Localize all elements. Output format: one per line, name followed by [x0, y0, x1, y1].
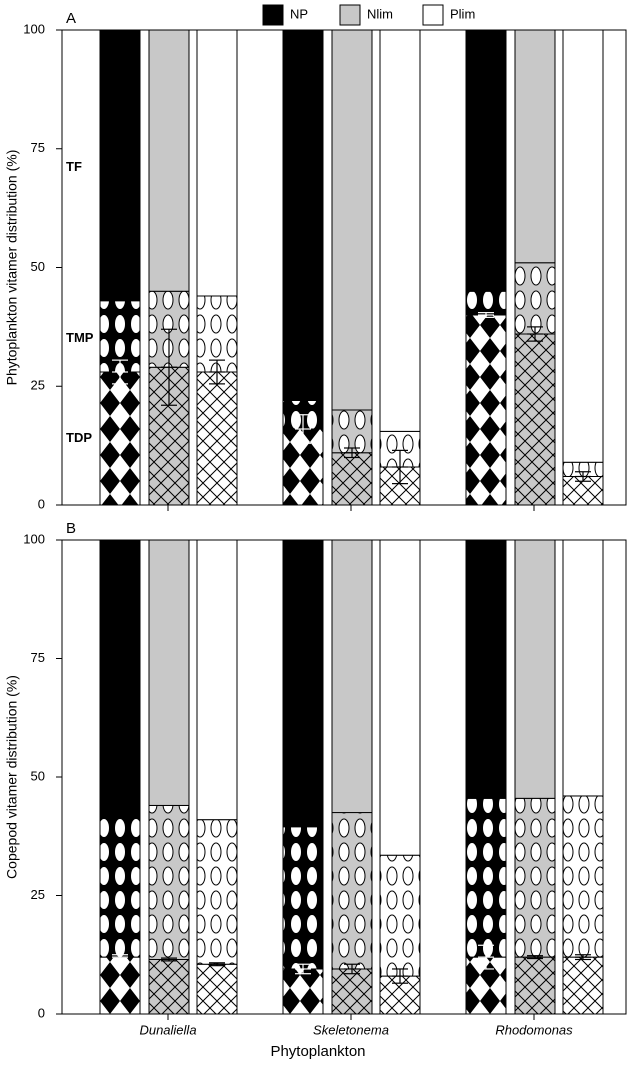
legend-swatch [339, 4, 361, 26]
x-tick-label: Rhodomonas [495, 1022, 573, 1037]
error-bar [527, 955, 543, 960]
error-bar [161, 328, 177, 406]
x-axis-title: Phytoplankton [270, 1043, 365, 1060]
y-tick-label: 100 [23, 21, 45, 36]
bar-segment [282, 826, 324, 970]
bar-segment [99, 812, 141, 958]
bar-segment [196, 295, 238, 373]
bar-segment [148, 958, 190, 1015]
error-bar [575, 954, 591, 961]
error-bar [295, 963, 311, 975]
error-bar [527, 326, 543, 342]
bar-segment [379, 29, 421, 432]
bar-segment [514, 956, 556, 1015]
legend-label: NP [290, 6, 308, 21]
bar-segment [562, 795, 604, 958]
bar-segment [331, 539, 373, 814]
legend-swatch [262, 4, 284, 26]
y-tick-label: 50 [31, 259, 45, 274]
bar-segment [465, 29, 507, 292]
bar-segment [562, 476, 604, 506]
bar-segment [514, 29, 556, 264]
error-bar [112, 954, 128, 961]
error-bar [392, 449, 408, 485]
bar-segment [465, 797, 507, 958]
bar-segment [514, 333, 556, 506]
bar-segment [148, 804, 190, 960]
x-tick-label: Dunaliella [139, 1022, 196, 1037]
bar-segment [99, 956, 141, 1015]
layer-label: TF [66, 159, 82, 174]
legend-label: Nlim [367, 6, 393, 21]
error-bar [161, 957, 177, 962]
error-bar [344, 447, 360, 459]
bar-segment [514, 539, 556, 799]
bar-segment [331, 968, 373, 1015]
bar-segment [514, 797, 556, 958]
bar-segment [331, 29, 373, 411]
bar-segment [282, 539, 324, 828]
bar-segment [465, 314, 507, 506]
y-axis-title: Copepod vitamer distribution (%) [4, 675, 20, 879]
error-bar [392, 968, 408, 984]
legend-label: Plim [450, 6, 475, 21]
y-tick-label: 100 [23, 531, 45, 546]
panel-label: A [66, 10, 76, 27]
error-bar [295, 414, 311, 444]
bar-segment [148, 539, 190, 806]
panel-label: B [66, 520, 76, 537]
bar-segment [331, 452, 373, 506]
bar-segment [99, 371, 141, 506]
bar-segment [99, 539, 141, 814]
bar-segment [514, 262, 556, 335]
error-bar [478, 312, 494, 318]
y-tick-label: 50 [31, 768, 45, 783]
plot-frame [61, 539, 627, 1015]
bar-segment [196, 29, 238, 297]
error-bar [112, 359, 128, 385]
bar-segment [331, 812, 373, 970]
bar-segment [148, 29, 190, 292]
bar-segment [196, 539, 238, 821]
bar-segment [379, 539, 421, 856]
layer-label: TDP [66, 430, 92, 445]
error-bar [344, 963, 360, 975]
x-tick-label: Skeletonema [313, 1022, 389, 1037]
bar-segment [196, 371, 238, 506]
bar-segment [562, 29, 604, 463]
bar-segment [331, 409, 373, 454]
bar-segment [282, 29, 324, 401]
y-tick-label: 25 [31, 378, 45, 393]
bar-segment [465, 539, 507, 799]
layer-label: TMP [66, 330, 94, 345]
bar-segment [562, 956, 604, 1015]
y-tick-label: 0 [38, 496, 45, 511]
bar-segment [196, 963, 238, 1015]
legend-swatch [422, 4, 444, 26]
y-tick-label: 25 [31, 887, 45, 902]
bar-segment [196, 819, 238, 965]
bar-segment [379, 854, 421, 977]
plot-frame [61, 29, 627, 506]
bar-segment [465, 290, 507, 316]
y-tick-label: 75 [31, 140, 45, 155]
y-tick-label: 75 [31, 650, 45, 665]
error-bar [209, 359, 225, 385]
error-bar [478, 944, 494, 970]
bar-segment [282, 968, 324, 1015]
error-bar [209, 962, 225, 967]
error-bar [575, 471, 591, 482]
y-tick-label: 0 [38, 1005, 45, 1020]
y-axis-title: Phytoplankton vitamer distribution (%) [4, 150, 20, 386]
bar-segment [562, 539, 604, 797]
bar-segment [99, 29, 141, 302]
